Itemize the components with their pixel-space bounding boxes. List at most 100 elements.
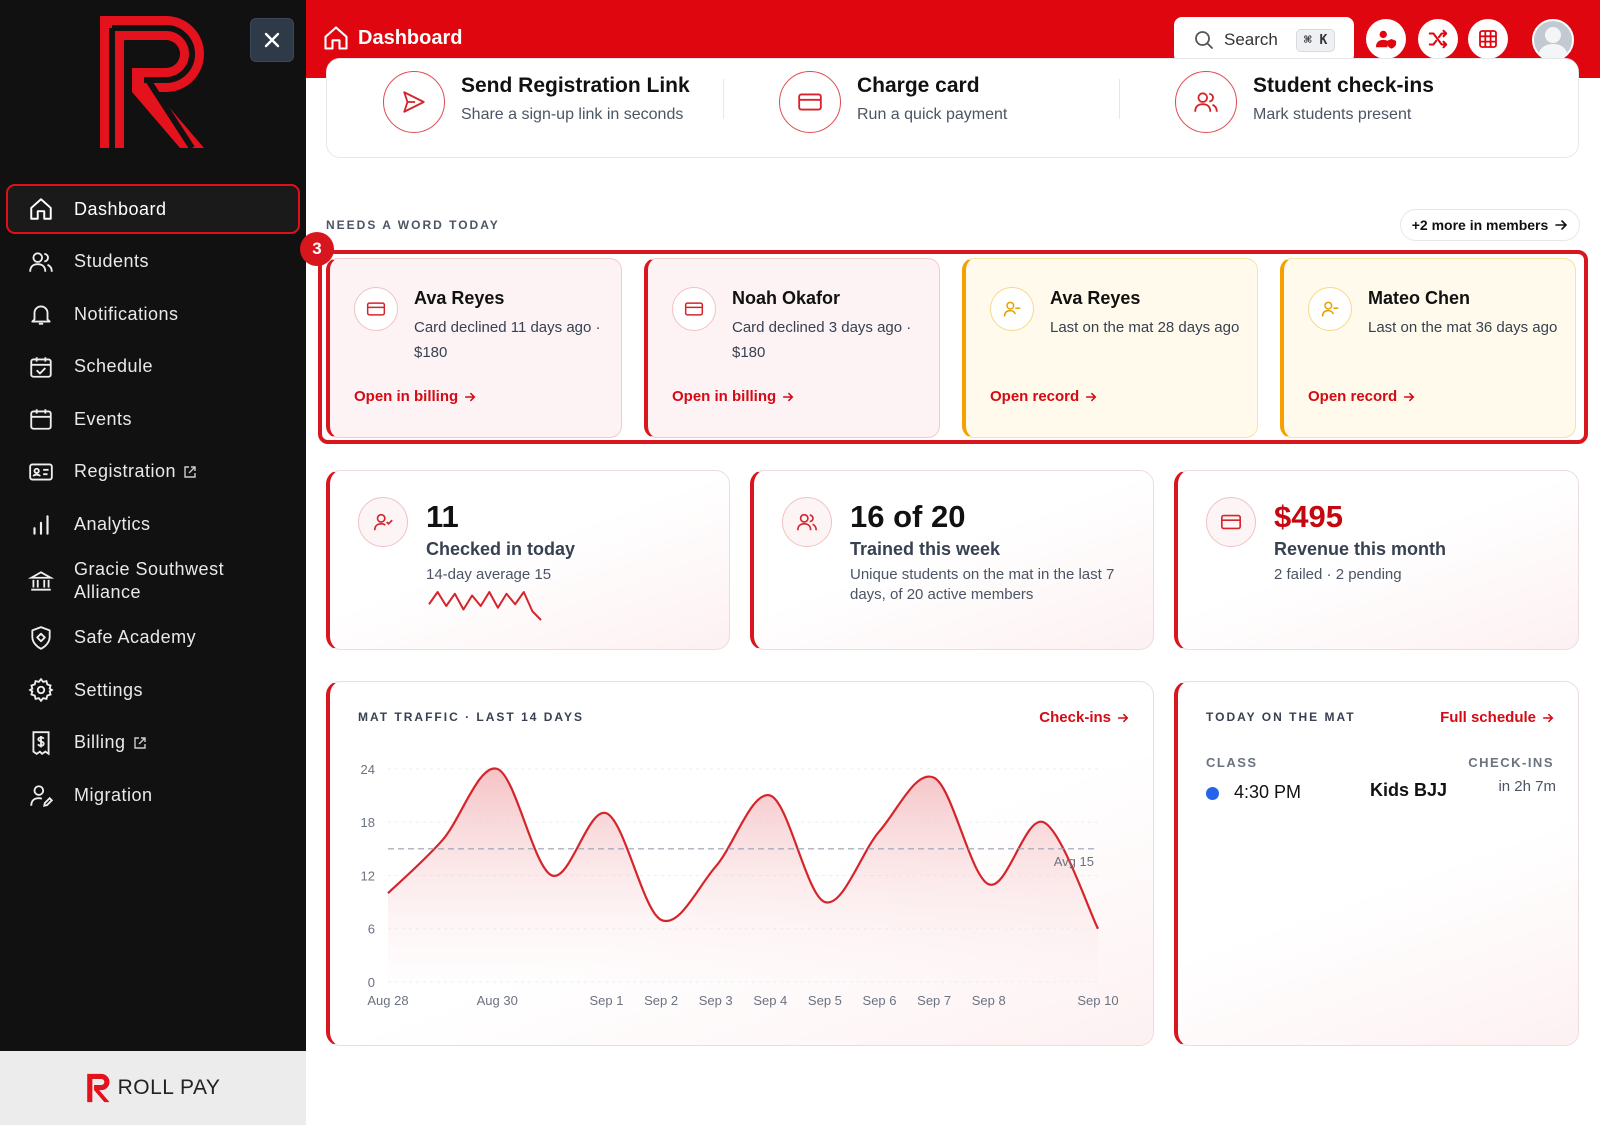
x-tick-label: Sep 7: [917, 993, 951, 1008]
stat-subtext: Unique students on the mat in the last 7…: [850, 566, 1115, 603]
needs-link-label: Open record: [990, 388, 1080, 405]
class-starts-in: in 2h 7m: [1498, 778, 1556, 795]
arrow-right-icon: [1086, 392, 1097, 401]
quick-action-subtitle: Run a quick payment: [857, 106, 1008, 123]
divider: [723, 79, 724, 119]
grid-button[interactable]: [1468, 19, 1508, 59]
gear-icon: [28, 677, 54, 703]
sidebar-item-safe-academy[interactable]: Safe Academy: [6, 613, 300, 663]
x-tick-label: Aug 28: [367, 993, 408, 1008]
average-label: Avg 15: [1054, 854, 1094, 869]
main-content: Send Registration Link Share a sign-up li…: [300, 58, 1600, 1125]
send-icon: [383, 71, 445, 133]
sidebar-item-migration[interactable]: Migration: [6, 771, 300, 821]
sidebar-item-label: Registration: [74, 461, 177, 482]
open-in-billing-link[interactable]: Open in billing: [354, 388, 476, 405]
needs-card: Mateo Chen Last on the mat 36 days ago O…: [1280, 258, 1576, 438]
class-color-dot: [1206, 787, 1219, 800]
sidebar-item-label: Analytics: [74, 514, 151, 535]
needs-member-name: Ava Reyes: [1050, 288, 1141, 308]
stat-value: 16 of 20: [850, 499, 966, 534]
header-breadcrumb: Dashboard: [322, 24, 462, 52]
quick-action-title: Student check-ins: [1253, 74, 1434, 97]
sidebar-item-label: Events: [74, 408, 133, 429]
sidebar-item-label: Students: [74, 251, 150, 272]
credit-card-icon: [1206, 497, 1256, 547]
home-icon: [28, 196, 54, 222]
sidebar-item-settings[interactable]: Settings: [6, 665, 300, 715]
open-in-billing-link[interactable]: Open in billing: [672, 388, 794, 405]
stat-label: Trained this week: [850, 539, 1001, 559]
search-icon: [1195, 31, 1213, 49]
sparkline-line: [428, 591, 542, 621]
avatar[interactable]: [1532, 19, 1574, 61]
id-card-icon: [28, 459, 54, 485]
needs-member-name: Noah Okafor: [732, 288, 841, 308]
class-name: Kids BJJ: [1370, 780, 1448, 800]
sidebar-item-label: Schedule: [74, 356, 154, 377]
sidebar-item-dashboard[interactable]: Dashboard: [6, 184, 300, 234]
full-schedule-link[interactable]: Full schedule: [1440, 709, 1554, 726]
x-tick-label: Sep 3: [699, 993, 733, 1008]
close-sidebar-button[interactable]: [250, 18, 294, 62]
search-shortcut: ⌘ K: [1295, 28, 1336, 52]
needs-link-label: Open in billing: [354, 388, 459, 405]
more-in-members-button[interactable]: +2 more in members: [1400, 209, 1580, 241]
quick-action-send-registration[interactable]: Send Registration Link Share a sign-up li…: [383, 71, 690, 133]
x-tick-label: Aug 30: [477, 993, 518, 1008]
credit-card-icon: [672, 287, 716, 331]
sidebar-item-billing[interactable]: Billing: [6, 718, 300, 768]
y-tick-label: 18: [361, 815, 375, 830]
credit-card-icon: [779, 71, 841, 133]
quick-actions-card: Send Registration Link Share a sign-up li…: [326, 58, 1579, 158]
needs-card: Ava Reyes Last on the mat 28 days ago Op…: [962, 258, 1258, 438]
sidebar-item-label: Dashboard: [74, 198, 167, 219]
users-icon: [782, 497, 832, 547]
sidebar-item-notifications[interactable]: Notifications: [6, 289, 300, 339]
schedule-title: TODAY ON THE MAT: [1206, 710, 1356, 724]
stat-subtext: 14-day average 15: [426, 566, 552, 583]
schedule-row[interactable]: 4:30 PM Kids BJJ in 2h 7m: [1206, 778, 1556, 808]
stat-value: 11: [426, 499, 459, 534]
open-record-link[interactable]: Open record: [1308, 388, 1415, 405]
needs-member-name: Mateo Chen: [1368, 288, 1471, 308]
user-edit-icon: [28, 783, 54, 809]
column-header-check-ins: CHECK-INS: [1468, 755, 1554, 770]
sidebar-item-schedule[interactable]: Schedule: [6, 342, 300, 392]
external-link-icon: [133, 736, 147, 750]
sidebar-item-students[interactable]: Students: [6, 237, 300, 287]
calendar-icon: [28, 406, 54, 432]
sidebar-item-registration[interactable]: Registration: [6, 447, 300, 497]
users-icon: [1175, 71, 1237, 133]
sidebar-item-gracie-southwest-alliance[interactable]: Gracie Southwest Alliance: [6, 552, 300, 610]
arrow-right-icon: [1404, 392, 1415, 401]
quick-action-student-check-ins[interactable]: Student check-ins Mark students present: [1175, 71, 1434, 133]
needs-card: Noah Okafor Card declined 3 days ago · $…: [644, 258, 940, 438]
search-button[interactable]: Search ⌘ K: [1174, 17, 1354, 63]
user-minus-icon: [1308, 287, 1352, 331]
arrow-right-icon: [783, 392, 794, 401]
more-in-members-label: +2 more in members: [1411, 217, 1549, 233]
roll-pay-logo-icon: [86, 1073, 110, 1103]
x-tick-label: Sep 10: [1077, 993, 1118, 1008]
mat-traffic-panel: MAT TRAFFIC · LAST 14 DAYS Check-ins 0 6 1…: [326, 681, 1154, 1046]
quick-action-charge-card[interactable]: Charge card Run a quick payment: [779, 71, 1007, 133]
shuffle-button[interactable]: [1418, 19, 1458, 59]
sidebar-item-analytics[interactable]: Analytics: [6, 500, 300, 550]
x-tick-label: Sep 2: [644, 993, 678, 1008]
sidebar-item-events[interactable]: Events: [6, 394, 300, 444]
sidebar-footer: ROLL PAY: [0, 1051, 306, 1125]
user-shield-button[interactable]: [1366, 19, 1406, 59]
quick-action-title: Send Registration Link: [461, 74, 690, 97]
brand-logo: [100, 16, 204, 150]
x-tick-label: Sep 4: [753, 993, 787, 1008]
sidebar-item-label: Billing: [74, 732, 126, 753]
dollar-doc-icon: [28, 730, 54, 756]
open-record-link[interactable]: Open record: [990, 388, 1097, 405]
needs-description: Last on the mat 36 days ago: [1368, 319, 1558, 336]
page-title: Dashboard: [358, 26, 463, 49]
needs-card: Ava Reyes Card declined 11 days ago · $1…: [326, 258, 622, 438]
user-avatar-icon: [1538, 27, 1568, 59]
check-ins-link[interactable]: Check-ins: [1039, 709, 1129, 726]
